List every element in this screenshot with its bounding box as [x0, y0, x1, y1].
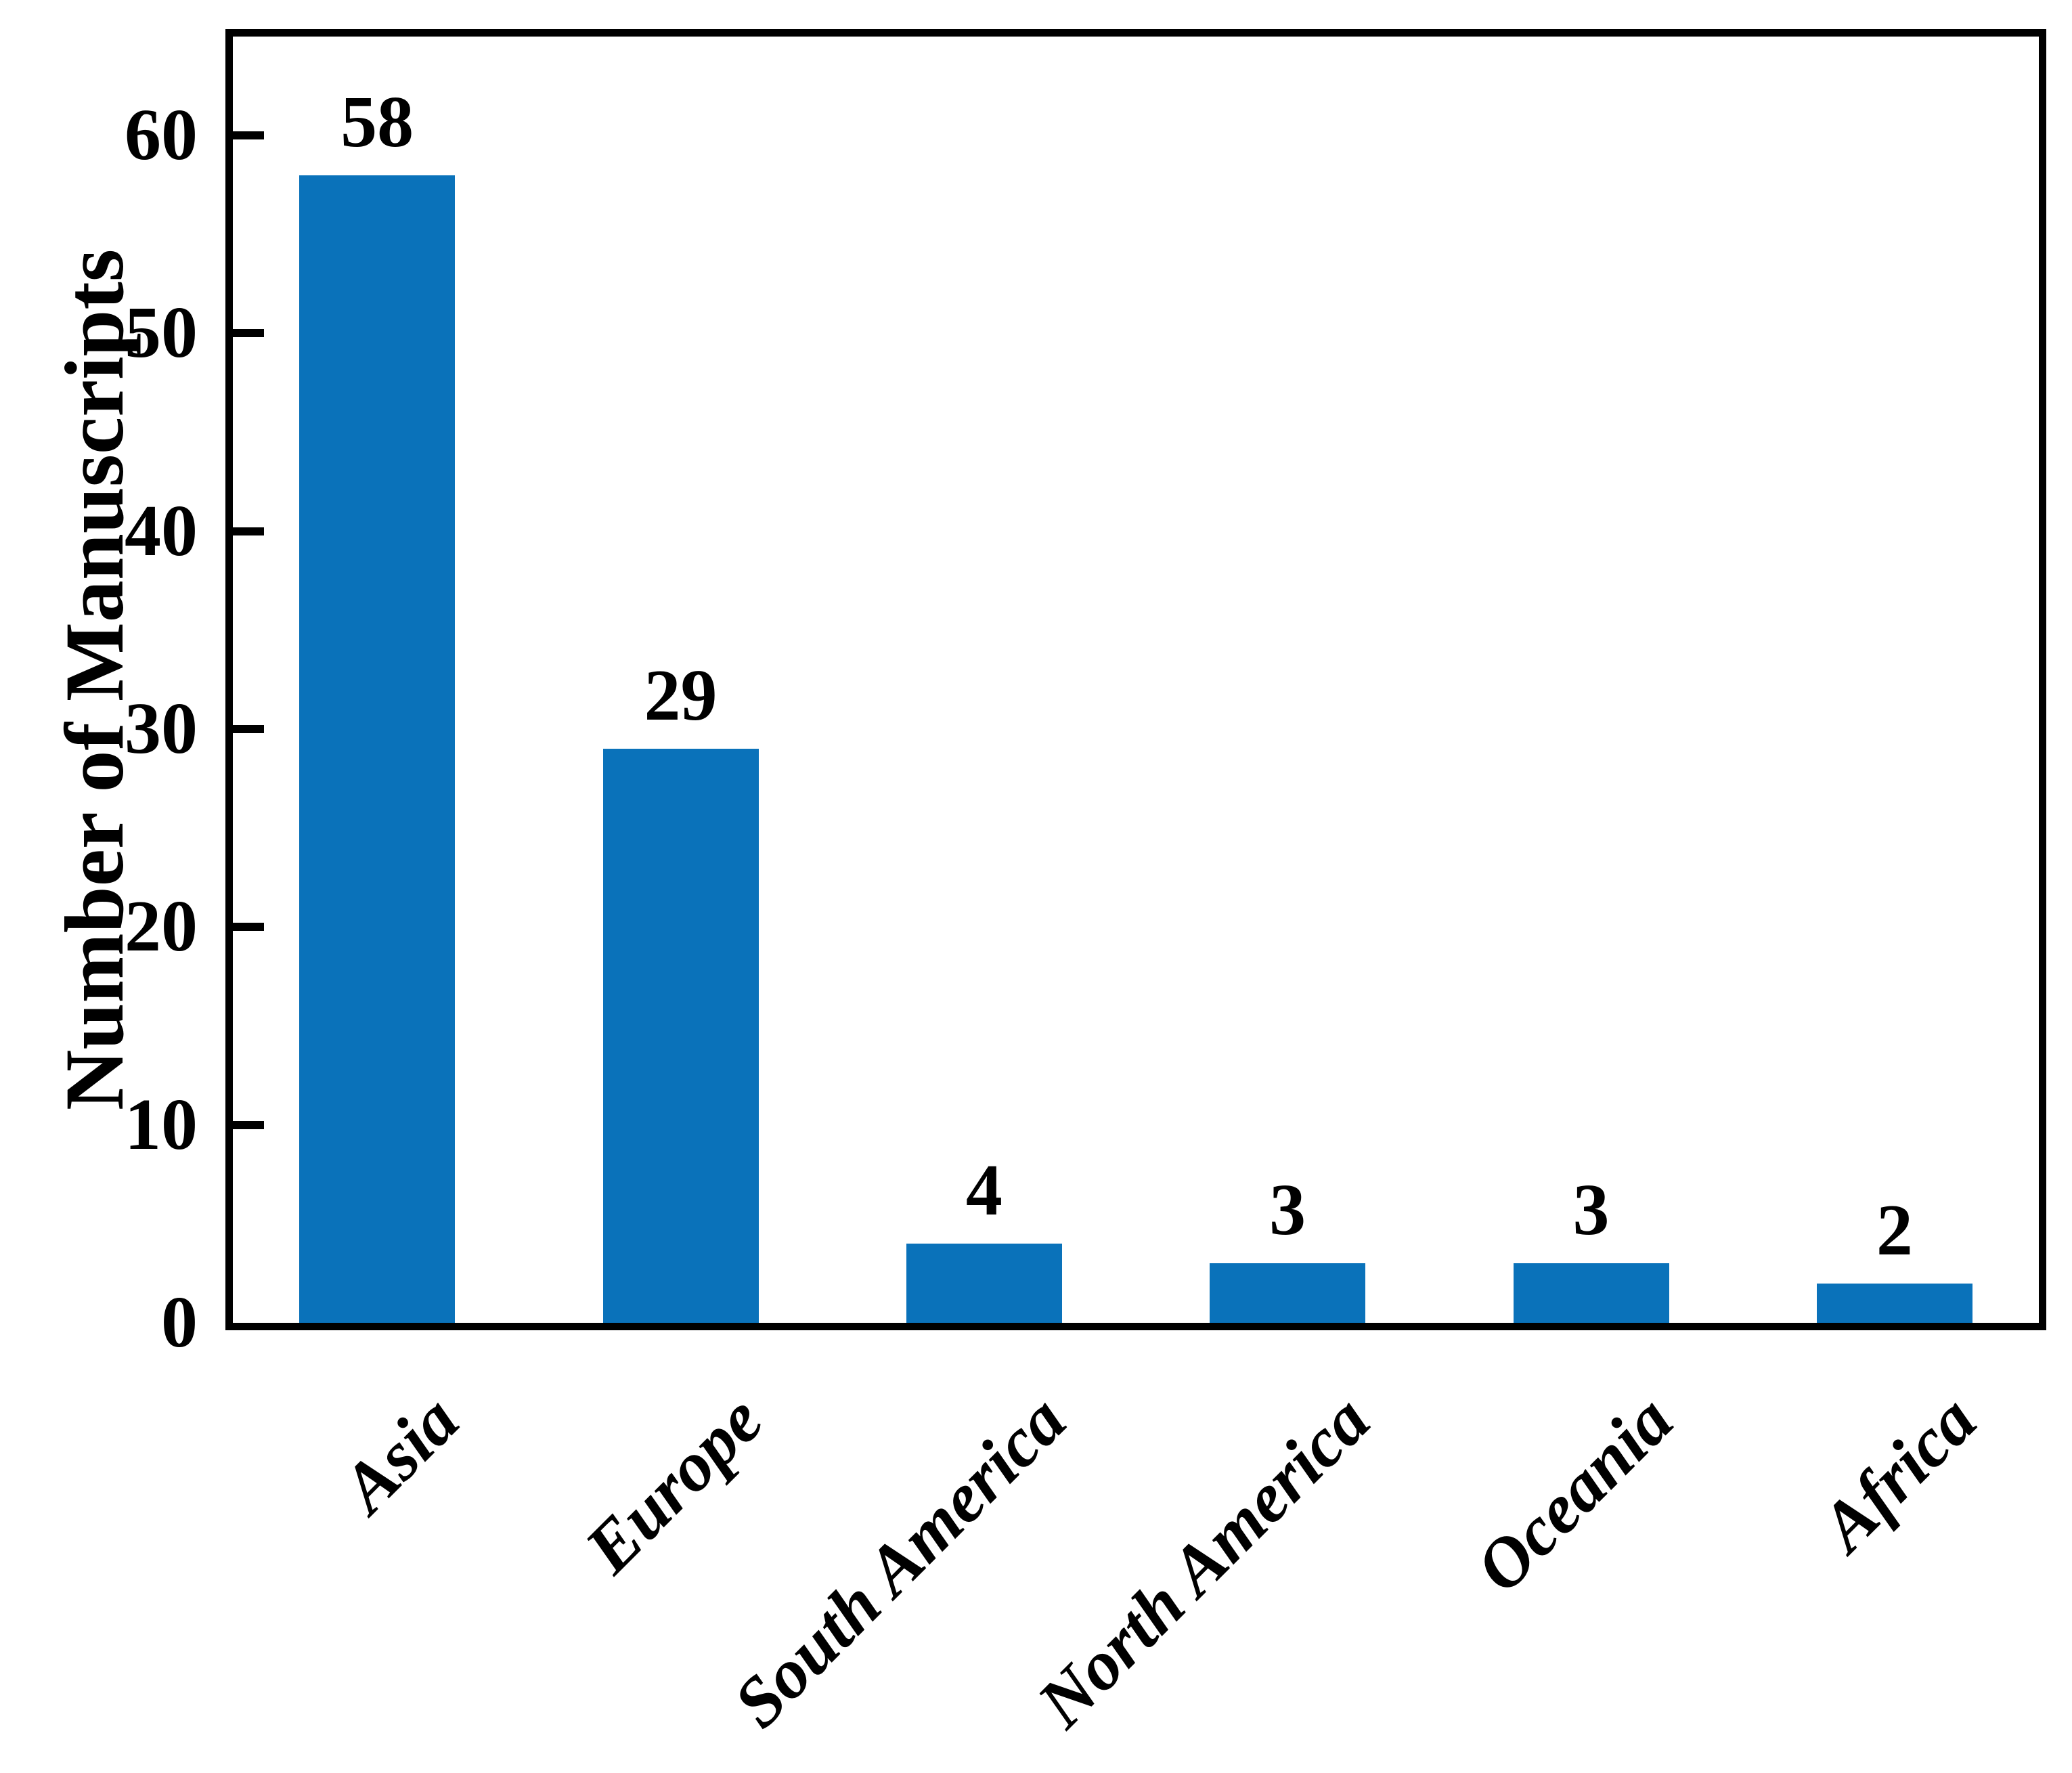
- bar-oceania: [1513, 1263, 1669, 1323]
- y-tick-mark: [233, 527, 264, 535]
- y-tick-mark: [233, 131, 264, 140]
- bar-africa: [1816, 1283, 1972, 1323]
- bar-value-label-north-america: 3: [1269, 1170, 1306, 1251]
- bar-value-label-europe: 29: [644, 655, 718, 737]
- bar-value-label-oceania: 3: [1572, 1170, 1610, 1251]
- y-tick-mark: [233, 1120, 264, 1129]
- bar-value-label-south-america: 4: [965, 1150, 1002, 1231]
- y-tick-mark: [233, 725, 264, 734]
- x-category-label-africa: Africa: [1806, 1380, 1991, 1566]
- bar-value-label-africa: 2: [1876, 1189, 1913, 1271]
- bar-europe: [602, 749, 759, 1323]
- y-tick-mark: [233, 329, 264, 338]
- y-tick-label: 0: [161, 1282, 198, 1363]
- bar-north-america: [1210, 1263, 1366, 1323]
- bar-south-america: [906, 1244, 1062, 1323]
- x-category-label-asia: Asia: [327, 1380, 474, 1527]
- y-tick-label: 30: [125, 688, 198, 770]
- y-tick-label: 20: [125, 886, 198, 967]
- y-axis-title: Number of Manuscripts: [48, 248, 141, 1111]
- y-tick-label: 50: [125, 292, 198, 374]
- x-category-label-oceania: Oceania: [1461, 1380, 1688, 1607]
- y-tick-label: 10: [125, 1084, 198, 1165]
- y-tick-label: 60: [125, 95, 198, 176]
- bar-asia: [299, 175, 456, 1323]
- x-category-label-europe: Europe: [570, 1380, 778, 1588]
- y-tick-mark: [233, 923, 264, 932]
- y-tick-label: 40: [125, 490, 198, 571]
- plot-area: [225, 29, 2046, 1330]
- bar-value-label-asia: 58: [340, 81, 414, 162]
